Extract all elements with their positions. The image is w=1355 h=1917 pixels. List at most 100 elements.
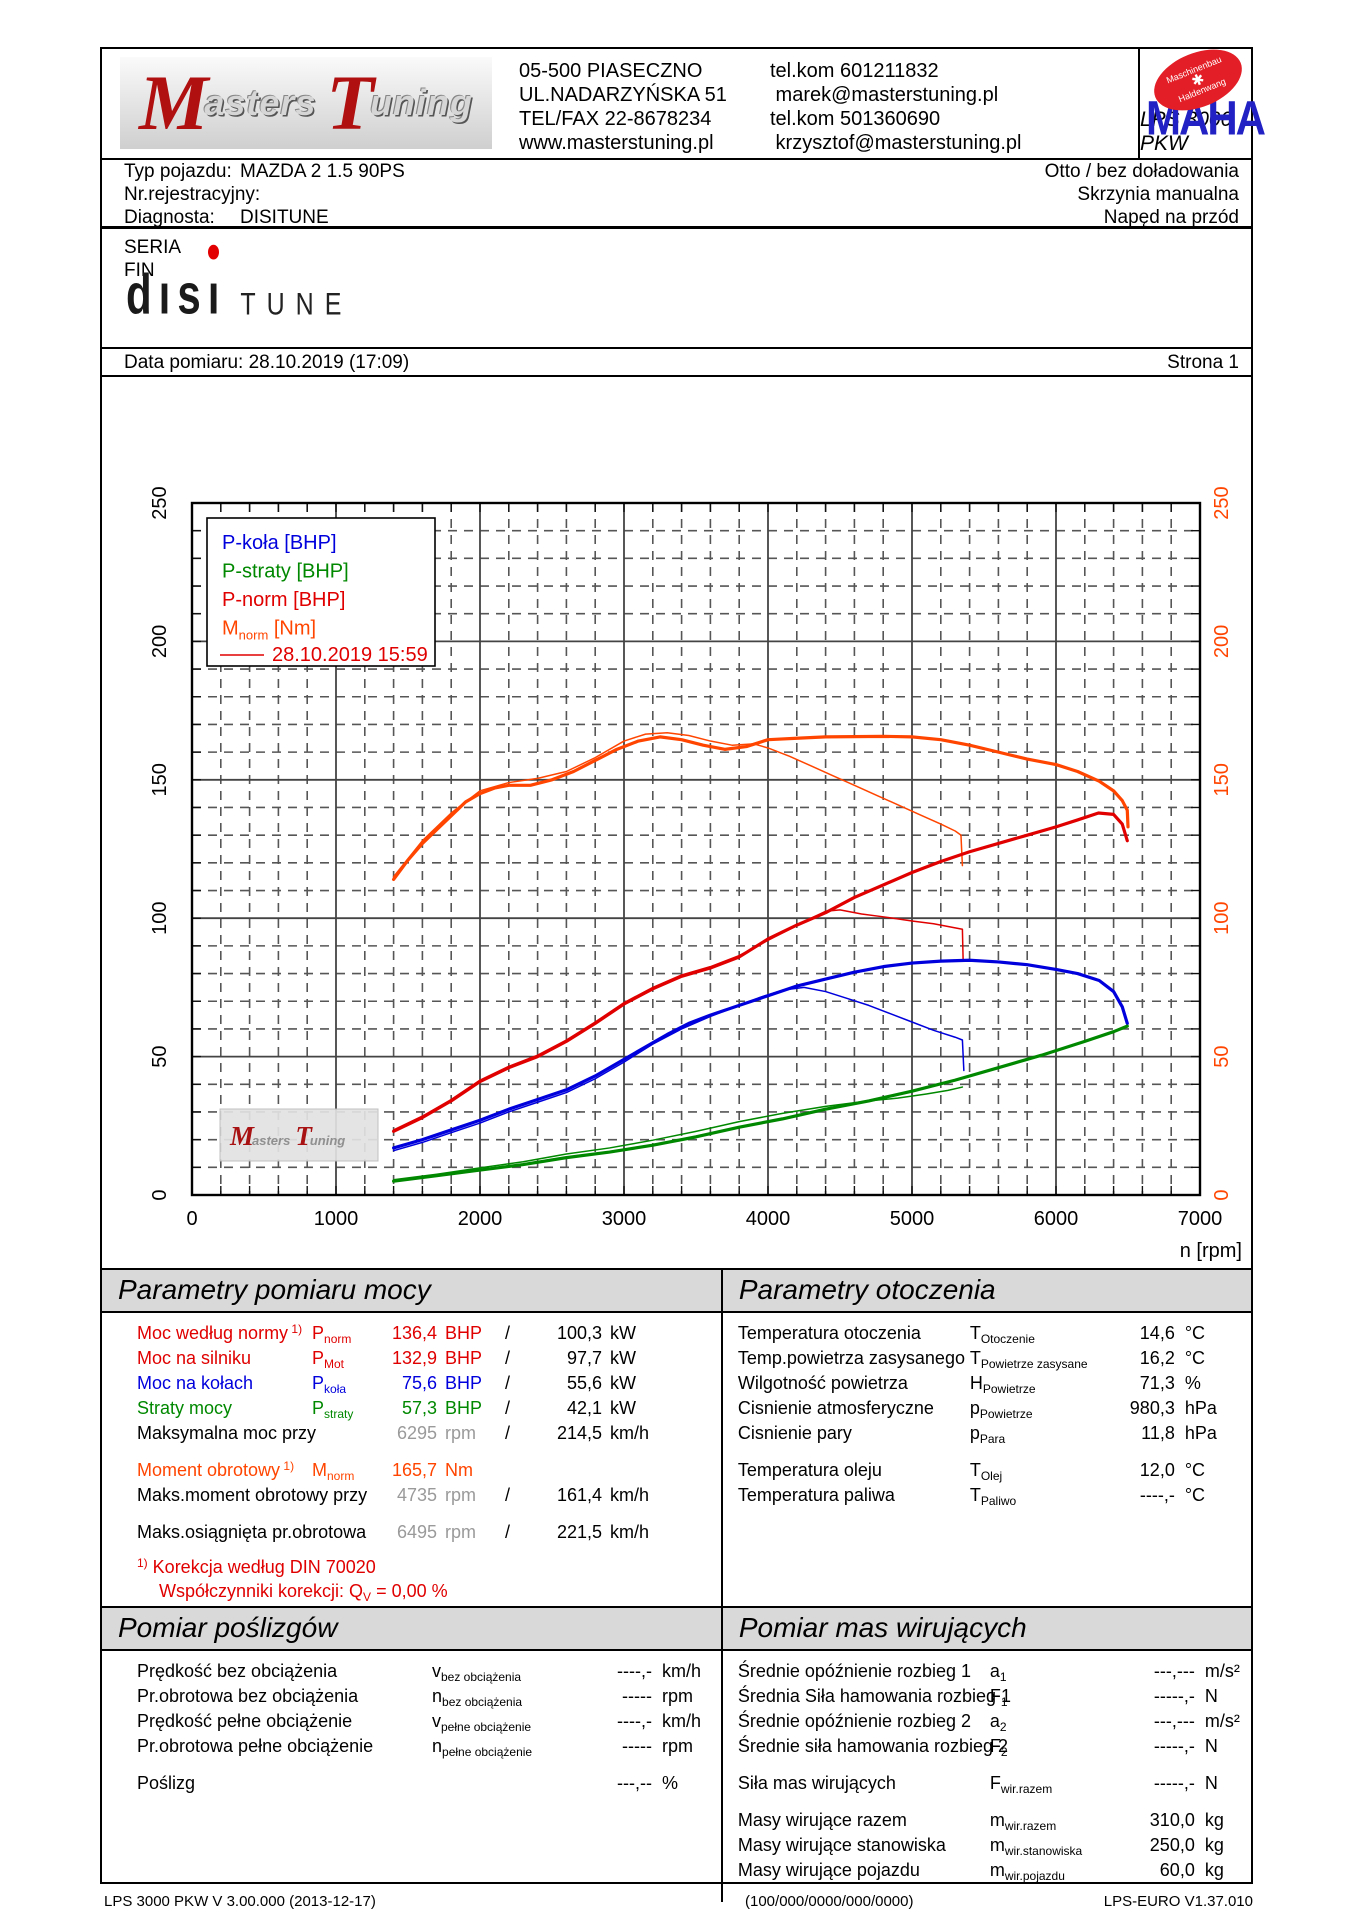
row-unit-2: kW [610, 1323, 636, 1343]
row-unit-1: N [1204, 1773, 1218, 1793]
table-row: Temp.powietrza zasysanego TPowietrze zasy… [723, 1346, 1251, 1371]
row-unit-1: hPa [1184, 1398, 1217, 1418]
row-value-1: 12,0 [1139, 1460, 1175, 1480]
row-label: Średnia Siła hamowania rozbieg 1 [737, 1686, 1012, 1706]
row-value-1: 250,0 [1149, 1835, 1195, 1855]
measurement-date-row: Data pomiaru: 28.10.2019 (17:09) Strona … [102, 347, 1251, 377]
row-value-1: 136,4 [391, 1323, 437, 1343]
row-symbol: pPowietrze [969, 1398, 1033, 1421]
row-unit-1: % [1184, 1373, 1201, 1393]
vehicle-row: Diagnosta: DISITUNE Napęd na przód [102, 206, 1251, 229]
row-unit-1: % [662, 1773, 679, 1793]
row-value-1: 6495 [396, 1522, 437, 1542]
row-label: Pr.obrotowa bez obciążenia [137, 1686, 359, 1706]
table-row: Średnie opóźnienie rozbieg 2 a2 ---,--- m/s… [723, 1709, 1251, 1734]
row-separator: / [505, 1323, 511, 1343]
table-row: Maksymalna moc przy 6295 rpm / 214,5 km/h [102, 1421, 721, 1446]
row-separator: / [505, 1485, 511, 1505]
logo-text-asters: asters [204, 82, 317, 123]
row-value-2: 55,6 [566, 1373, 602, 1393]
row-unit-1: °C [1184, 1485, 1206, 1505]
svg-text:1000: 1000 [314, 1208, 359, 1230]
row-symbol: TPaliwo [969, 1485, 1017, 1508]
row-value-1: 71,3 [1139, 1373, 1175, 1393]
row-label: Temperatura paliwa [737, 1485, 895, 1505]
tune-logo-text: TUNE [240, 287, 353, 323]
row-unit-2: kW [610, 1348, 636, 1368]
row-value-2: 214,5 [556, 1423, 602, 1443]
row-unit-1: rpm [662, 1736, 693, 1756]
row-symbol: F2 [989, 1736, 1008, 1759]
row-label: Maksymalna moc przy [137, 1423, 317, 1443]
row-value-1: 165,7 [391, 1460, 437, 1480]
disi-logo-text: dıs ı [126, 244, 226, 323]
svg-text:6000: 6000 [1034, 1208, 1079, 1230]
environment-parameters-panel: Parametry otoczenia Temperatura otoczeni… [722, 1270, 1251, 1606]
row-label: Poślizg [137, 1773, 196, 1793]
row-label: Cisnienie atmosferyczne [737, 1398, 934, 1418]
row-label: Maks.moment obrotowy przy [137, 1485, 368, 1505]
row-unit-1: kg [1204, 1810, 1224, 1830]
maha-logo-cell: Maschinenbau ✱ Haldenwang MAHA LPS 3000 … [1138, 37, 1266, 158]
row-label: Średnie opóźnienie rozbieg 2 [737, 1711, 972, 1731]
row-symbol: TOlej [969, 1460, 1003, 1483]
row-symbol: mwir.pojazdu [989, 1860, 1065, 1883]
table-row: Średnia Siła hamowania rozbieg 1 F1 -----,… [723, 1684, 1251, 1709]
power-parameters-title: Parametry pomiaru mocy [102, 1270, 721, 1313]
row-unit-1: m/s² [1204, 1661, 1240, 1681]
row-label: Prędkość pełne obciążenie [137, 1711, 353, 1731]
row-symbol: Mnorm [312, 1460, 355, 1483]
environment-parameters-body: Temperatura otoczenia TOtoczenie 14,6 °C Tem… [723, 1313, 1251, 1606]
table-row: Masy wirujące stanowiska mwir.stanowiska 2… [723, 1833, 1251, 1858]
row-label: Moc na kołach [137, 1373, 254, 1393]
slip-body: Prędkość bez obciążenia vbez obciążenia --… [102, 1651, 721, 1902]
row-unit-2: km/h [610, 1423, 650, 1443]
table-row: Wilgotność powietrza HPowietrze 71,3% [723, 1371, 1251, 1396]
svg-text:5000: 5000 [890, 1208, 935, 1230]
row-unit-1: rpm [662, 1686, 693, 1706]
svg-text:200: 200 [1211, 625, 1233, 658]
slip-and-mass-tables: Pomiar poślizgów Prędkość bez obciążenia… [102, 1606, 1251, 1902]
row-label: Pr.obrotowa pełne obciążenie [137, 1736, 374, 1756]
svg-text:2000: 2000 [458, 1208, 503, 1230]
table-row: Temperatura otoczenia TOtoczenie 14,6 °C [723, 1321, 1251, 1346]
measurement-date: Data pomiaru: 28.10.2019 (17:09) [124, 352, 410, 373]
row-symbol: PMot [312, 1348, 345, 1371]
page-number: Strona 1 [1167, 352, 1239, 373]
row-label: Siła mas wirujących [737, 1773, 896, 1793]
svg-text:150: 150 [1211, 763, 1233, 796]
row-unit-1: hPa [1184, 1423, 1217, 1443]
svg-text:150: 150 [149, 763, 171, 796]
row-unit-1: BHP [445, 1348, 483, 1368]
table-row: Cisnienie atmosferyczne pPowietrze 980,3 hP… [723, 1396, 1251, 1421]
row-unit-1: km/h [662, 1661, 702, 1681]
row-unit-1: N [1204, 1736, 1218, 1756]
row-value-1: ---,-- [617, 1773, 652, 1793]
table-row: Cisnienie pary pPara 11,8 hPa [723, 1421, 1251, 1446]
svg-text:50: 50 [149, 1045, 171, 1067]
row-label: Straty mocy [137, 1398, 233, 1418]
row-label: Wilgotność powietrza [737, 1373, 908, 1393]
logo-letter-t: T [326, 58, 375, 146]
row-symbol: a1 [989, 1661, 1007, 1684]
row-value-2: 42,1 [566, 1398, 602, 1418]
row-symbol: pPara [969, 1423, 1006, 1446]
svg-text:0: 0 [1211, 1189, 1233, 1200]
svg-text:0: 0 [149, 1189, 171, 1200]
row-label: Temperatura oleju [737, 1460, 882, 1480]
table-row: Masy wirujące razem mwir.razem 310,0 kg [723, 1808, 1251, 1833]
logo-letter-m: M [138, 58, 209, 146]
row-unit-1: Nm [445, 1460, 473, 1480]
row-value-2: 100,3 [556, 1323, 602, 1343]
table-row: Siła mas wirujących Fwir.razem -----,- N [723, 1771, 1251, 1796]
row-separator: / [505, 1522, 511, 1542]
row-unit-1: rpm [445, 1423, 476, 1443]
rotating-mass-title: Pomiar mas wirujących [722, 1608, 1251, 1651]
row-label: Moment obrotowy 1) [137, 1459, 295, 1480]
company-contacts: tel.kom 601211832 marek@masterstuning.pl… [770, 60, 1022, 154]
disi-red-dot [207, 244, 219, 260]
slip-panel: Pomiar poślizgów Prędkość bez obciążenia… [102, 1608, 723, 1902]
row-value-1: 14,6 [1139, 1323, 1175, 1343]
row-label: Temperatura otoczenia [737, 1323, 921, 1343]
row-symbol: TOtoczenie [969, 1323, 1035, 1346]
